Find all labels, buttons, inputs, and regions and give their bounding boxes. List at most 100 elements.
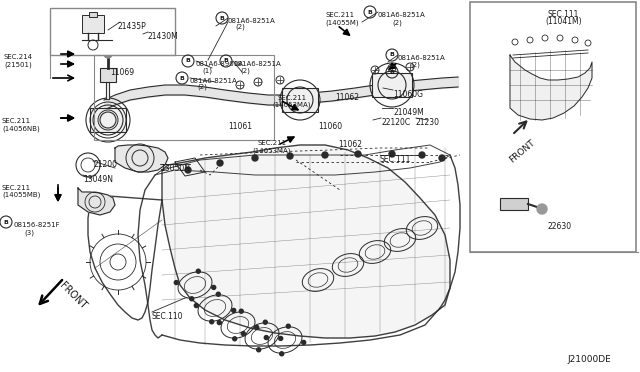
Text: 11062: 11062 — [335, 93, 359, 102]
Circle shape — [218, 321, 221, 324]
Text: 11062: 11062 — [338, 140, 362, 149]
Circle shape — [439, 155, 445, 161]
Bar — [282, 88, 318, 112]
Text: FRONT: FRONT — [58, 280, 89, 311]
Polygon shape — [510, 55, 592, 120]
Text: J21000DE: J21000DE — [567, 355, 611, 364]
Text: 21435P: 21435P — [118, 22, 147, 31]
Circle shape — [264, 336, 268, 340]
Bar — [50, 8, 175, 55]
Text: B: B — [180, 76, 184, 80]
Text: (21501): (21501) — [4, 61, 32, 67]
Circle shape — [189, 297, 194, 301]
Text: 081A6-8251A: 081A6-8251A — [190, 78, 237, 84]
Text: (3): (3) — [24, 229, 34, 235]
Text: (14053MA): (14053MA) — [252, 147, 291, 154]
Circle shape — [286, 324, 291, 328]
Text: (14055M): (14055M) — [325, 19, 358, 26]
Text: SEC.214: SEC.214 — [4, 54, 33, 60]
Text: (2): (2) — [235, 24, 245, 31]
Polygon shape — [115, 145, 168, 172]
Polygon shape — [162, 145, 450, 338]
Circle shape — [287, 153, 293, 159]
Circle shape — [389, 151, 395, 157]
Circle shape — [241, 331, 245, 336]
Bar — [500, 198, 528, 210]
Text: SEC.211: SEC.211 — [2, 118, 31, 124]
Circle shape — [537, 204, 547, 214]
Text: (14056NB): (14056NB) — [2, 125, 40, 131]
Bar — [89, 12, 97, 17]
Circle shape — [263, 320, 268, 324]
Circle shape — [174, 280, 179, 285]
Text: B: B — [220, 16, 225, 20]
Text: 11061: 11061 — [228, 122, 252, 131]
Text: B: B — [390, 70, 394, 74]
Text: 13050N: 13050N — [160, 164, 190, 173]
Circle shape — [419, 152, 425, 158]
Circle shape — [104, 50, 112, 58]
Text: B: B — [390, 52, 394, 58]
Text: B: B — [223, 58, 228, 64]
Circle shape — [280, 352, 284, 356]
Circle shape — [232, 308, 236, 312]
Polygon shape — [78, 188, 115, 215]
Circle shape — [210, 320, 214, 324]
Text: SEC.111: SEC.111 — [380, 155, 412, 164]
Circle shape — [216, 292, 220, 296]
Text: SEC.211: SEC.211 — [278, 95, 307, 101]
Text: (2): (2) — [392, 19, 402, 26]
Text: (11041M): (11041M) — [545, 17, 582, 26]
Text: 081A6-8251A: 081A6-8251A — [398, 55, 445, 61]
Text: (2): (2) — [240, 67, 250, 74]
Bar — [470, 2, 636, 252]
Circle shape — [233, 337, 237, 341]
Text: (2): (2) — [197, 84, 207, 90]
Text: 22630: 22630 — [548, 222, 572, 231]
Text: B: B — [4, 219, 8, 224]
Circle shape — [185, 167, 191, 173]
Circle shape — [217, 160, 223, 166]
Text: FRONT: FRONT — [508, 138, 537, 164]
Text: 21049M: 21049M — [393, 108, 424, 117]
Text: 21200: 21200 — [93, 160, 117, 169]
Text: 081A6-8901A: 081A6-8901A — [195, 61, 243, 67]
Text: 11060G: 11060G — [393, 90, 423, 99]
Text: SEC.211: SEC.211 — [325, 12, 354, 18]
Text: (14055MB): (14055MB) — [2, 192, 40, 199]
Text: SEC.211: SEC.211 — [258, 140, 287, 146]
Text: (2): (2) — [410, 62, 420, 68]
Circle shape — [355, 151, 361, 157]
Text: (1): (1) — [202, 67, 212, 74]
Circle shape — [239, 309, 243, 313]
Circle shape — [252, 155, 258, 161]
Text: 081A6-8251A: 081A6-8251A — [378, 12, 426, 18]
Circle shape — [322, 152, 328, 158]
Circle shape — [255, 326, 259, 330]
Bar — [100, 68, 116, 82]
Text: 21430M: 21430M — [148, 32, 179, 41]
Circle shape — [196, 269, 200, 273]
Text: SEC.110: SEC.110 — [152, 312, 184, 321]
Text: SEC.211: SEC.211 — [2, 185, 31, 191]
Text: 11069: 11069 — [110, 68, 134, 77]
Circle shape — [195, 304, 198, 308]
Bar — [372, 73, 412, 97]
Circle shape — [278, 336, 283, 340]
Text: (14053MA): (14053MA) — [272, 102, 310, 109]
Text: SEC.111: SEC.111 — [548, 10, 579, 19]
Bar — [82, 15, 104, 33]
Circle shape — [257, 348, 260, 352]
Text: 11060: 11060 — [318, 122, 342, 131]
Text: B: B — [186, 58, 191, 64]
Circle shape — [301, 340, 306, 344]
Bar — [90, 108, 126, 132]
Text: 13049N: 13049N — [83, 175, 113, 184]
Text: 081A6-8251A: 081A6-8251A — [228, 18, 276, 24]
Text: 081A6-8251A: 081A6-8251A — [233, 61, 281, 67]
Text: 21230: 21230 — [416, 118, 440, 127]
Text: 22120C: 22120C — [381, 118, 410, 127]
Text: 08156-8251F: 08156-8251F — [14, 222, 61, 228]
Circle shape — [212, 285, 216, 289]
Bar — [94, 55, 274, 140]
